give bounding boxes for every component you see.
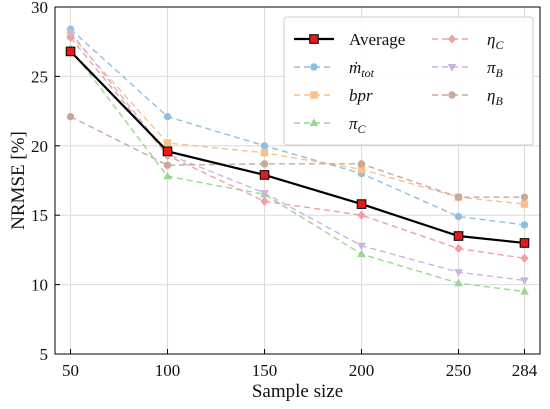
data-point <box>260 149 269 157</box>
legend-marker <box>309 118 319 127</box>
data-point <box>260 142 269 150</box>
legend: Average ṁtot bpr πC ηC πB ηB <box>283 16 534 146</box>
data-point <box>454 193 463 201</box>
legend-item-2: bpr <box>294 86 373 105</box>
data-point <box>163 161 172 169</box>
legend-label: ηC <box>487 30 504 52</box>
series-line <box>70 116 525 198</box>
data-point <box>357 242 366 251</box>
legend-label: ηB <box>487 86 503 108</box>
y-tick-label: 25 <box>31 67 48 86</box>
y-tick-label: 5 <box>40 345 49 364</box>
legend-label: bpr <box>349 86 373 105</box>
legend-marker <box>310 91 318 99</box>
series-6 <box>66 112 529 201</box>
x-axis-label: Sample size <box>252 381 343 402</box>
legend-item-1: ṁtot <box>294 58 375 80</box>
data-point <box>66 32 75 43</box>
series-line <box>69 48 525 293</box>
axes: 50 100 150 200 250 284 5 10 15 20 25 30 <box>31 0 538 380</box>
data-point <box>357 160 366 168</box>
series-line <box>69 34 525 205</box>
x-tick-label: 284 <box>512 361 538 380</box>
legend-box <box>283 16 534 146</box>
data-point <box>66 28 75 37</box>
x-tick-label: 150 <box>252 361 278 380</box>
data-point <box>259 170 270 180</box>
data-point <box>520 193 529 201</box>
data-point <box>454 243 463 254</box>
legend-marker <box>447 63 457 72</box>
data-point <box>260 196 269 206</box>
legend-marker <box>448 91 456 99</box>
data-point <box>454 269 463 277</box>
data-point <box>260 160 269 168</box>
data-point <box>520 286 529 295</box>
legend-item-3: πC <box>294 114 367 136</box>
y-tick-label: 30 <box>31 0 48 17</box>
legend-marker <box>310 63 318 71</box>
data-point <box>453 231 464 241</box>
data-point <box>520 253 529 263</box>
data-point <box>454 212 463 221</box>
x-tick-label: 250 <box>446 361 472 380</box>
legend-marker <box>309 34 319 44</box>
data-point <box>163 112 172 121</box>
data-point <box>357 210 366 220</box>
x-tick-label: 100 <box>155 361 181 380</box>
x-tick-label: 200 <box>349 361 375 380</box>
series-3 <box>66 44 529 295</box>
legend-item-0: Average <box>294 30 405 49</box>
legend-label: ṁtot <box>349 58 375 80</box>
series-line <box>70 28 525 226</box>
x-tick-label: 50 <box>62 361 79 380</box>
legend-label: πB <box>487 58 504 80</box>
plot-frame <box>54 6 541 355</box>
data-point <box>357 249 366 258</box>
y-tick-label: 20 <box>31 137 48 156</box>
data-point <box>163 171 172 180</box>
y-axis-label: NRMSE [%] <box>8 131 29 230</box>
legend-item-6: ηB <box>432 86 503 108</box>
series-line <box>69 31 525 282</box>
legend-marker <box>447 34 457 44</box>
data-point <box>162 146 173 157</box>
legend-label: Average <box>349 30 405 49</box>
y-tick-label: 10 <box>31 276 48 295</box>
data-point <box>65 46 76 57</box>
data-point <box>520 277 529 286</box>
y-tick-label: 15 <box>31 206 48 225</box>
legend-item-4: ηC <box>432 30 504 52</box>
series-line <box>69 37 525 259</box>
data-point <box>66 112 75 121</box>
data-point <box>356 199 367 209</box>
series-layer <box>65 25 530 295</box>
data-point <box>520 200 529 208</box>
series-line <box>69 50 525 245</box>
series-0 <box>65 46 530 248</box>
legend-label: πC <box>349 114 367 136</box>
data-point <box>454 278 463 287</box>
data-point <box>519 238 530 248</box>
legend-item-5: πB <box>432 58 504 80</box>
data-point <box>163 139 172 147</box>
data-point <box>520 221 529 229</box>
data-point <box>260 189 269 198</box>
